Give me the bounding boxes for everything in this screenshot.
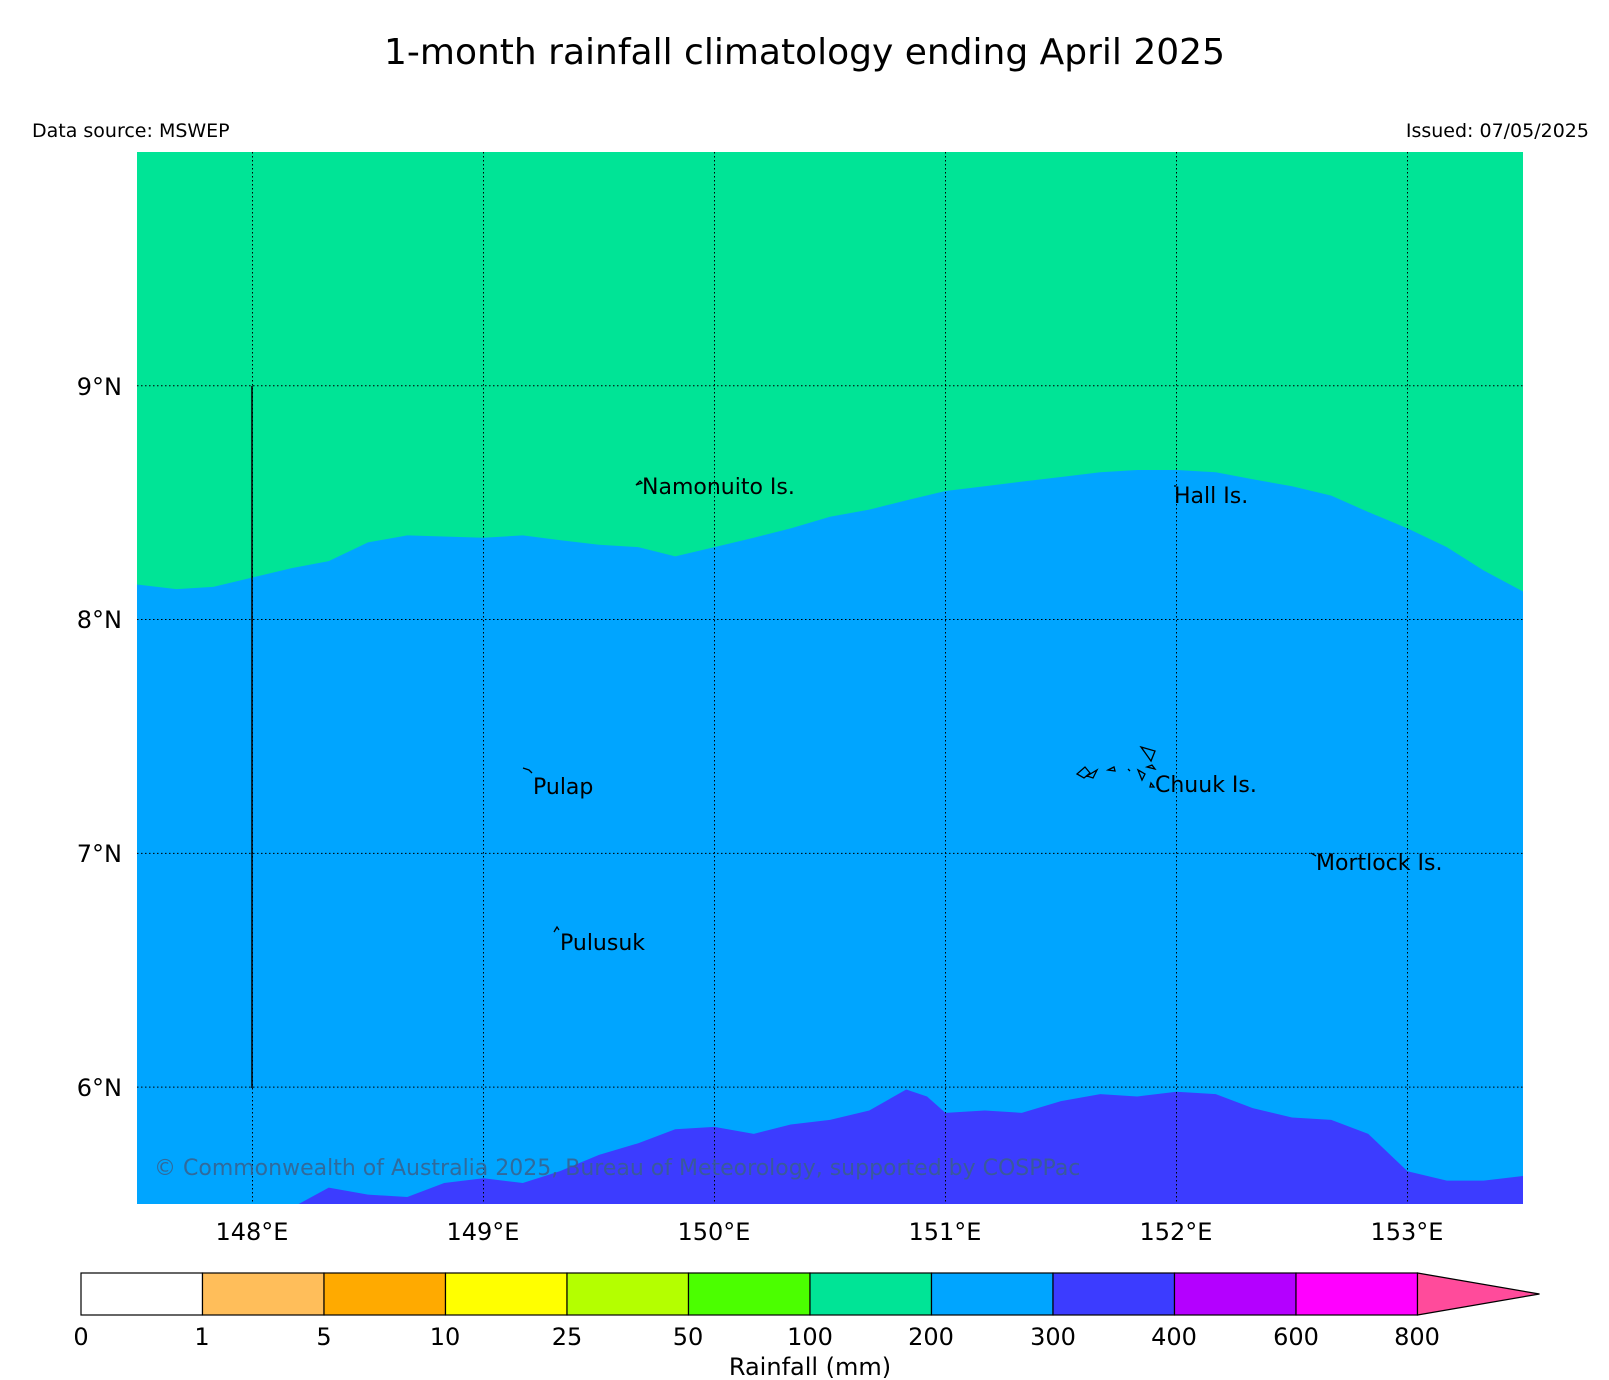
colorbar-tick-5: 5 xyxy=(316,1323,331,1351)
colorbar-title: Rainfall (mm) xyxy=(729,1353,891,1380)
chuuk-island-outline xyxy=(1075,745,1157,788)
colorbar-segment-7 xyxy=(930,1272,1054,1316)
namonuito-island-outline xyxy=(635,480,644,486)
place-label-namonuito: Namonuito Is. xyxy=(642,475,795,500)
colorbar-tick-0: 0 xyxy=(73,1323,88,1351)
lat-tick-6n: 6°N xyxy=(77,1074,122,1102)
colorbar-segment-4 xyxy=(566,1272,690,1316)
lon-tick-151: 151°E xyxy=(909,1218,982,1246)
colorbar-segment-9 xyxy=(1173,1272,1297,1316)
mortlock-island-outline xyxy=(1310,852,1317,857)
colorbar-segment-5 xyxy=(687,1272,811,1316)
colorbar-segment-8 xyxy=(1052,1272,1176,1316)
colorbar-segment-1 xyxy=(201,1272,325,1316)
lon-tick-150: 150°E xyxy=(678,1218,751,1246)
place-label-mortlock: Mortlock Is. xyxy=(1316,851,1442,876)
lat-tick-9n: 9°N xyxy=(77,373,122,401)
lon-tick-148: 148°E xyxy=(216,1218,289,1246)
axis-tick-labels: 148°E 149°E 150°E 151°E 152°E 153°E 9°N … xyxy=(77,373,1444,1246)
place-label-chuuk: Chuuk Is. xyxy=(1155,773,1257,798)
colorbar-segment-3 xyxy=(444,1272,568,1316)
place-label-pulap: Pulap xyxy=(533,775,593,800)
map-title: 1-month rainfall climatology ending Apri… xyxy=(383,32,1225,73)
pulusuk-island-outline xyxy=(553,925,560,933)
copyright-notice: © Commonwealth of Australia 2025, Bureau… xyxy=(154,1156,1080,1181)
colorbar-tick-400: 400 xyxy=(1151,1323,1197,1351)
map-gridlines xyxy=(137,152,1523,1204)
colorbar-tick-300: 300 xyxy=(1030,1323,1076,1351)
lon-tick-152: 152°E xyxy=(1140,1218,1213,1246)
lat-tick-8n: 8°N xyxy=(77,606,122,634)
lon-tick-153: 153°E xyxy=(1371,1218,1444,1246)
colorbar-tick-labels: 0 1 5 10 25 50 100 200 300 400 600 800 xyxy=(73,1323,1440,1351)
colorbar-segment-2 xyxy=(323,1272,447,1316)
place-label-pulusuk: Pulusuk xyxy=(560,931,645,956)
place-label-hall: Hall Is. xyxy=(1174,484,1248,509)
rainfall-colorbar xyxy=(80,1272,1540,1316)
colorbar-segment-6 xyxy=(809,1272,933,1316)
colorbar-segment-10 xyxy=(1295,1272,1419,1316)
data-source-label: Data source: MSWEP xyxy=(32,120,230,142)
lon-tick-149: 149°E xyxy=(447,1218,520,1246)
colorbar-tick-800: 800 xyxy=(1394,1323,1440,1351)
colorbar-tick-100: 100 xyxy=(787,1323,833,1351)
zone-300-400 xyxy=(298,1089,1524,1204)
colorbar-tick-50: 50 xyxy=(673,1323,704,1351)
colorbar-tick-1: 1 xyxy=(194,1323,209,1351)
zone-200-300 xyxy=(137,469,1523,1205)
lat-tick-7n: 7°N xyxy=(77,840,122,868)
colorbar-segment-0 xyxy=(80,1272,204,1316)
colorbar-tick-25: 25 xyxy=(552,1323,583,1351)
colorbar-tick-200: 200 xyxy=(908,1323,954,1351)
map-plot-area xyxy=(137,152,1524,1205)
issued-date-label: Issued: 07/05/2025 xyxy=(1405,120,1589,142)
colorbar-overflow-arrow xyxy=(1416,1272,1540,1316)
colorbar-tick-600: 600 xyxy=(1273,1323,1319,1351)
island-outlines xyxy=(522,480,1317,933)
pulap-island-outline xyxy=(522,767,533,774)
colorbar-tick-10: 10 xyxy=(430,1323,461,1351)
